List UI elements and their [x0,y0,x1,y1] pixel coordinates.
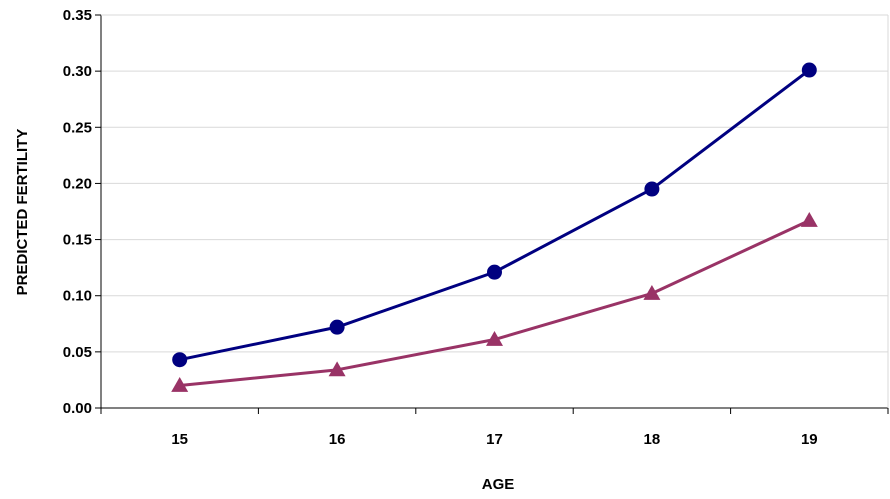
data-point [644,181,660,197]
x-axis-title: AGE [482,476,515,493]
data-point [800,211,818,227]
data-point [329,319,345,335]
y-tick-label: 0.10 [63,288,92,305]
y-tick-label: 0.25 [63,119,92,136]
data-point [801,62,817,78]
x-tick-label: 18 [644,431,661,448]
data-point [172,352,188,368]
y-axis-title: PREDICTED FERTILITY [14,129,31,296]
y-tick-label: 0.35 [63,7,92,24]
y-tick-label: 0.15 [63,232,92,249]
y-tick-label: 0.05 [63,344,92,361]
data-point [487,264,502,280]
data-point [643,284,661,300]
x-tick-label: 17 [486,431,503,448]
x-tick-label: 15 [171,431,188,448]
y-tick-label: 0.30 [63,63,92,80]
data-point [328,361,346,377]
series-line [179,219,810,388]
y-axis-ticks: 0.00 0.05 0.10 0.15 0.20 0.25 0.30 0.35 [63,7,101,417]
series-2 [171,211,818,392]
series-1 [172,62,817,368]
data-series [171,62,818,392]
x-tick-label: 19 [801,431,818,448]
x-tick-label: 16 [329,431,346,448]
y-tick-label: 0.20 [63,175,92,192]
axes [100,14,889,409]
data-point [171,377,189,392]
x-axis-ticks: 15 16 17 18 19 [100,408,889,448]
series-line [179,68,811,362]
gridlines [101,14,888,353]
y-tick-label: 0.00 [63,400,92,417]
data-point [486,331,503,346]
